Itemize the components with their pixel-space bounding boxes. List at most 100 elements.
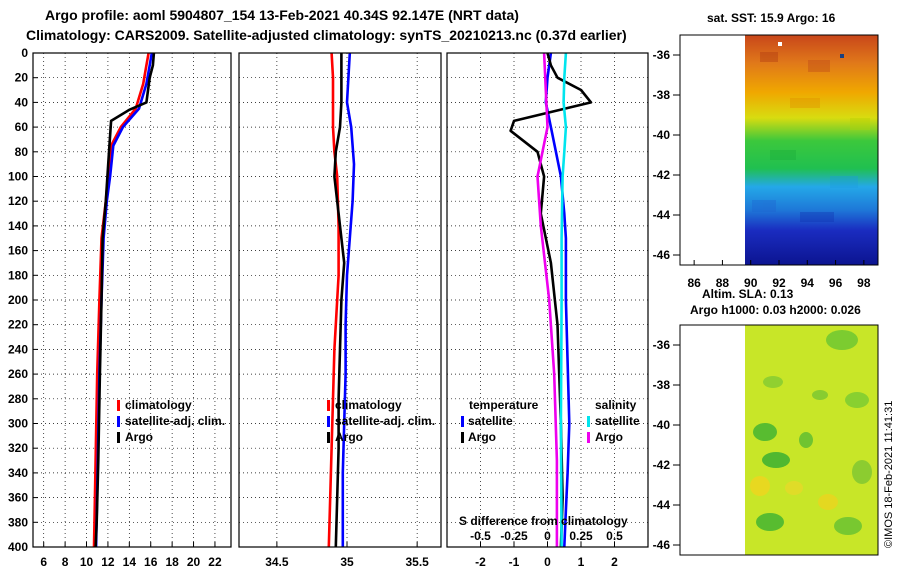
lon-tick-label: 96: [829, 276, 843, 290]
lon-tick-label: 92: [772, 276, 786, 290]
depth-axis-ticks: 0 20 40 60 80 100 120 140 160 180 200 220 240 260 280 3…: [8, 46, 38, 554]
depth-tick-label: 380: [8, 515, 28, 529]
series-line-s-argo: [536, 53, 559, 547]
sla-map-title-2: Argo h1000: 0.03 h2000: 0.026: [690, 303, 861, 317]
temperature-lines: [92, 53, 156, 547]
difference-legend: temperature satellite Argo salinity sate…: [461, 398, 640, 444]
depth-tick-label: 260: [8, 367, 28, 381]
x-tick-label: 1: [578, 555, 585, 569]
depth-tick-label: 360: [8, 491, 28, 505]
legend-s-argo: Argo: [595, 430, 623, 444]
sst-bad-pixel: [778, 42, 782, 46]
s-tick-label: -0.25: [500, 529, 528, 543]
legend-swatch-climatology: [117, 400, 120, 411]
s-tick-label: -0.5: [470, 529, 491, 543]
salinity-lines: [327, 53, 356, 547]
sst-texture: [752, 52, 870, 222]
legend-swatch-argo: [117, 432, 120, 443]
sst-field: [745, 35, 878, 265]
lon-tick-label: 88: [716, 276, 730, 290]
series-line-argo: [94, 53, 156, 547]
legend-climatology: climatology: [125, 398, 192, 412]
s-difference-axis-ticks: -0.5 -0.25 0 0.25 0.5: [470, 529, 623, 543]
x-tick-label: 18: [165, 555, 179, 569]
lat-tick-label: -38: [653, 88, 671, 102]
sla-map-title-1: Altim. SLA: 0.13: [702, 287, 794, 301]
depth-tick-label: 60: [15, 120, 29, 134]
title-line-2: Climatology: CARS2009. Satellite-adjuste…: [26, 27, 627, 43]
depth-tick-label: 140: [8, 219, 28, 233]
s-tick-label: 0.25: [569, 529, 593, 543]
depth-tick-label: 180: [8, 268, 28, 282]
depth-tick-label: 400: [8, 540, 28, 554]
depth-tick-label: 200: [8, 293, 28, 307]
temperature-grid: [33, 53, 231, 547]
legend-swatch-argo-2: [327, 432, 330, 443]
t-difference-axis-ticks: -2 -1 0 1 2: [475, 542, 618, 569]
legend-t-argo: Argo: [468, 430, 496, 444]
lat-tick-label: -42: [653, 458, 671, 472]
title-line-1: Argo profile: aoml 5904807_154 13-Feb-20…: [45, 7, 519, 23]
legend-argo: Argo: [125, 430, 153, 444]
sla-map: Altim. SLA: 0.13 Argo h1000: 0.03 h2000:…: [653, 287, 879, 556]
x-tick-label: 6: [40, 555, 47, 569]
depth-tick-label: 40: [15, 95, 29, 109]
legend-t-satellite: satellite: [468, 414, 513, 428]
depth-tick-label: 20: [15, 71, 29, 85]
lat-tick-label: -46: [653, 248, 671, 262]
sla-map-frame: [679, 324, 879, 556]
lon-tick-label: 94: [801, 276, 815, 290]
x-tick-label: 16: [144, 555, 158, 569]
lon-tick-label: 90: [744, 276, 758, 290]
lat-tick-label: -38: [653, 378, 671, 392]
sla-lat-ticks: -36 -38 -40 -42 -44 -46: [653, 338, 680, 552]
legend-swatch-climatology-2: [327, 400, 330, 411]
x-tick-label: 35: [340, 555, 354, 569]
series-line-s-satellite: [559, 53, 568, 547]
salinity-legend: climatology satellite-adj. clim. Argo: [327, 398, 435, 444]
depth-tick-label: 320: [8, 441, 28, 455]
legend-swatch-s-satellite: [587, 416, 590, 427]
depth-tick-label: 0: [21, 46, 28, 60]
temperature-legend: climatology satellite-adj. clim. Argo: [117, 398, 225, 444]
sst-lon-ticks: 86 88 90 92 94 96 98: [687, 260, 871, 290]
salinity-panel: 34.5 35 35.5 climatology satellite-adj. cl…: [238, 52, 442, 569]
x-tick-label: 20: [187, 555, 201, 569]
lat-tick-label: -40: [653, 418, 671, 432]
lat-tick-label: -36: [653, 48, 671, 62]
s-tick-label: 0.5: [606, 529, 623, 543]
lon-tick-label: 86: [687, 276, 701, 290]
temperature-panel: 0 20 40 60 80 100 120 140 160 180 200 220 240 260 280 3…: [8, 46, 232, 569]
lat-tick-label: -44: [653, 208, 671, 222]
depth-tick-label: 160: [8, 244, 28, 258]
difference-lines: [509, 53, 593, 547]
x-tick-label: 12: [101, 555, 115, 569]
x-tick-label: 22: [208, 555, 222, 569]
salinity-frame: [238, 52, 442, 548]
depth-tick-label: 280: [8, 392, 28, 406]
series-line-climatology: [327, 53, 340, 547]
s-difference-title: S difference from climatology: [459, 514, 628, 528]
legend-swatch-t-argo: [461, 432, 464, 443]
lon-tick-label: 98: [857, 276, 871, 290]
x-tick-label: -2: [475, 555, 486, 569]
credit-stamp: ©IMOS 18-Feb-2021 11:41:31: [883, 401, 895, 548]
x-tick-label: 34.5: [265, 555, 289, 569]
depth-tick-label: 240: [8, 342, 28, 356]
x-tick-label: 10: [80, 555, 94, 569]
legend-swatch-satellite-2: [327, 416, 330, 427]
x-tick-label: 2: [611, 555, 618, 569]
sla-blobs: [750, 330, 872, 535]
difference-panel: -2 -1 0 1 2 -0.5 -0.25 0 0.25 0.5 S difference f…: [446, 52, 649, 569]
depth-tick-label: 100: [8, 170, 28, 184]
legend-climatology-2: climatology: [335, 398, 402, 412]
s-tick-label: 0: [544, 529, 551, 543]
x-tick-label: 14: [123, 555, 137, 569]
series-line-satellite-adj-clim-: [341, 53, 356, 547]
lat-tick-label: -36: [653, 338, 671, 352]
salinity-axis-ticks: 34.5 35 35.5: [265, 542, 429, 569]
depth-tick-label: 80: [15, 145, 29, 159]
sst-argo-marker: [840, 54, 844, 58]
legend-swatch-satellite: [117, 416, 120, 427]
